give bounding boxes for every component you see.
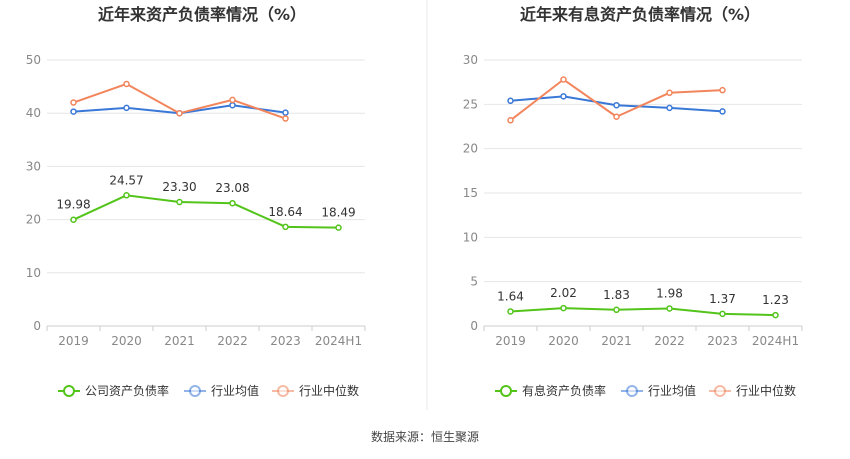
data-point (719, 86, 726, 94)
data-point (666, 305, 673, 312)
data-label: 24.57 (109, 173, 143, 187)
legend-label: 行业均值 (648, 383, 696, 398)
data-point (229, 199, 236, 207)
chart-title: 近年来资产负债率情况（%） (98, 5, 306, 24)
data-point (282, 109, 289, 116)
data-point (229, 96, 236, 104)
x-tick-label: 2021 (164, 334, 195, 348)
data-label: 2.02 (550, 286, 577, 300)
data-label: 23.08 (215, 181, 249, 195)
legend-item: 行业中位数 (709, 383, 796, 398)
data-label: 1.83 (603, 288, 630, 302)
y-tick-label: 25 (463, 97, 478, 111)
x-tick-label: 2019 (58, 334, 89, 348)
y-tick-label: 30 (26, 159, 41, 173)
legend-marker-icon (277, 385, 289, 397)
data-point (335, 224, 342, 231)
y-tick-label: 0 (33, 319, 41, 333)
y-tick-label: 50 (26, 53, 41, 67)
data-point (70, 216, 77, 223)
legend-item: 有息资产负债率 (495, 383, 606, 398)
x-tick-label: 2021 (601, 334, 632, 348)
data-point (560, 304, 567, 312)
y-tick-label: 20 (463, 142, 478, 156)
data-point (507, 97, 514, 105)
data-point (507, 117, 514, 124)
y-tick-label: 30 (463, 53, 478, 67)
data-point (70, 99, 77, 106)
data-point (613, 101, 620, 109)
data-label: 18.64 (268, 205, 302, 219)
legend-item: 公司资产负债率 (58, 383, 169, 398)
legend-marker-icon (714, 385, 726, 397)
chart-panel-2: 近年来有息资产负债率情况（%） 0 5 10 15 20 25 30 2019 2020 2021 2… (463, 5, 803, 398)
data-point (772, 311, 779, 319)
x-tick-label: 2023 (270, 334, 301, 348)
data-point (176, 198, 183, 206)
data-point (666, 89, 673, 97)
data-label: 1.23 (762, 293, 789, 307)
data-point (719, 310, 726, 318)
legend-item: 行业均值 (621, 383, 696, 398)
data-point (70, 108, 77, 115)
data-point (282, 115, 289, 122)
x-tick-label: 2023 (707, 334, 738, 348)
legend-label: 行业均值 (211, 383, 259, 398)
x-tick-label: 2024H1 (752, 334, 799, 348)
data-label: 19.98 (56, 198, 90, 212)
chart-title: 近年来有息资产负债率情况（%） (520, 5, 760, 24)
data-point (282, 223, 289, 231)
y-tick-label: 20 (26, 213, 41, 227)
legend-label: 公司资产负债率 (85, 383, 169, 398)
x-tick-label: 2024H1 (315, 334, 362, 348)
data-point (123, 192, 130, 199)
y-tick-label: 10 (463, 230, 478, 244)
data-label: 18.49 (321, 206, 355, 220)
data-point (666, 104, 673, 112)
legend-label: 有息资产负债率 (522, 383, 606, 398)
data-point (229, 101, 236, 109)
legend-label: 行业中位数 (736, 383, 796, 398)
data-label: 1.98 (656, 286, 683, 300)
y-tick-label: 40 (26, 106, 41, 120)
data-point (719, 108, 726, 115)
y-tick-label: 5 (470, 275, 478, 289)
data-point (613, 113, 620, 120)
data-point (560, 93, 567, 100)
data-point (613, 306, 620, 314)
data-label: 1.37 (709, 292, 736, 306)
data-label: 23.30 (162, 180, 196, 194)
x-tick-label: 2022 (217, 334, 248, 348)
x-tick-label: 2020 (548, 334, 579, 348)
data-point (560, 76, 567, 83)
data-label: 1.64 (497, 289, 524, 303)
x-tick-label: 2020 (111, 334, 142, 348)
series-line-company (510, 307, 776, 317)
x-tick-label: 2022 (654, 334, 685, 348)
y-tick-label: 0 (470, 319, 478, 333)
legend-marker-icon (63, 385, 75, 397)
legend-marker-icon (189, 385, 201, 397)
data-point (123, 80, 130, 88)
data-point (123, 104, 130, 112)
data-point (507, 308, 514, 315)
data-source-note: 数据来源：恒生聚源 (370, 430, 479, 444)
legend-marker-icon (500, 385, 512, 397)
chart-panel-1: 近年来资产负债率情况（%） 0 10 20 30 40 50 2019 2020 2021 2022… (26, 5, 366, 398)
legend-item: 行业中位数 (272, 383, 359, 398)
legend-marker-icon (626, 385, 638, 397)
x-tick-label: 2019 (495, 334, 526, 348)
legend-label: 行业中位数 (299, 383, 359, 398)
data-point (176, 109, 183, 117)
y-tick-label: 10 (26, 266, 41, 280)
series-line-company (73, 194, 339, 229)
legend-item: 行业均值 (184, 383, 259, 398)
y-tick-label: 15 (463, 186, 478, 200)
